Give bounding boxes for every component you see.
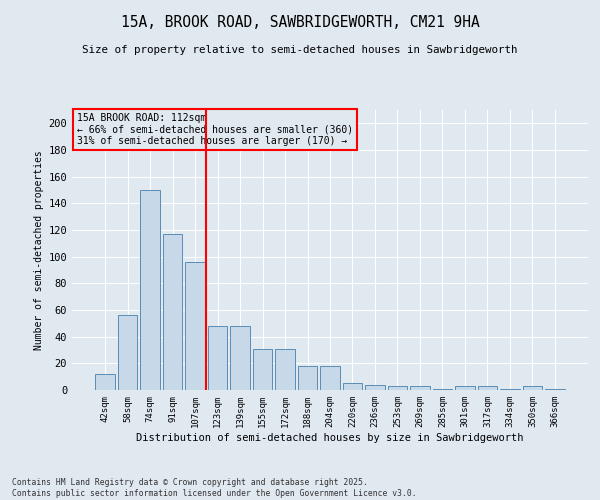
Text: Contains HM Land Registry data © Crown copyright and database right 2025.
Contai: Contains HM Land Registry data © Crown c… bbox=[12, 478, 416, 498]
Bar bbox=[523, 386, 542, 390]
Bar bbox=[140, 190, 160, 390]
Y-axis label: Number of semi-detached properties: Number of semi-detached properties bbox=[34, 150, 44, 350]
Bar bbox=[388, 386, 407, 390]
Bar bbox=[500, 388, 520, 390]
Bar bbox=[208, 326, 227, 390]
Bar bbox=[253, 348, 272, 390]
Bar bbox=[343, 384, 362, 390]
Bar bbox=[298, 366, 317, 390]
Bar bbox=[410, 386, 430, 390]
Bar bbox=[95, 374, 115, 390]
Bar bbox=[320, 366, 340, 390]
Text: Size of property relative to semi-detached houses in Sawbridgeworth: Size of property relative to semi-detach… bbox=[82, 45, 518, 55]
Bar bbox=[230, 326, 250, 390]
X-axis label: Distribution of semi-detached houses by size in Sawbridgeworth: Distribution of semi-detached houses by … bbox=[136, 432, 524, 442]
Bar bbox=[275, 348, 295, 390]
Bar bbox=[118, 316, 137, 390]
Bar bbox=[545, 388, 565, 390]
Bar bbox=[478, 386, 497, 390]
Bar bbox=[185, 262, 205, 390]
Bar bbox=[433, 388, 452, 390]
Text: 15A, BROOK ROAD, SAWBRIDGEWORTH, CM21 9HA: 15A, BROOK ROAD, SAWBRIDGEWORTH, CM21 9H… bbox=[121, 15, 479, 30]
Bar bbox=[163, 234, 182, 390]
Text: 15A BROOK ROAD: 112sqm
← 66% of semi-detached houses are smaller (360)
31% of se: 15A BROOK ROAD: 112sqm ← 66% of semi-det… bbox=[77, 113, 353, 146]
Bar bbox=[455, 386, 475, 390]
Bar bbox=[365, 384, 385, 390]
